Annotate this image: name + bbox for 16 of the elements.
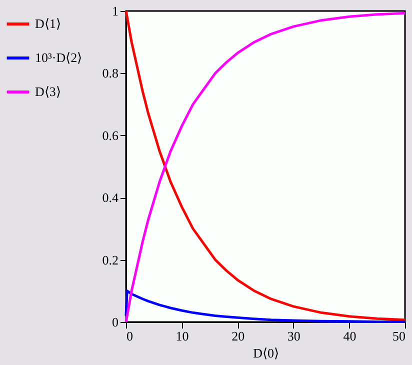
x-tick-label: 0 [126, 328, 133, 344]
y-tick-label: 1 [112, 4, 118, 18]
x-tick-label: 10 [176, 328, 189, 344]
y-tick-label: 0.4 [102, 190, 119, 206]
y-tick-label: 0 [112, 314, 118, 330]
x-tick-label: 50 [392, 328, 406, 344]
x-tick-label: 30 [287, 328, 300, 344]
legend-label: 10³·D⟨2⟩ [35, 50, 82, 65]
y-tick-label: 0.6 [102, 128, 119, 143]
legend-label: D⟨3⟩ [35, 84, 61, 99]
legend-label: D⟨1⟩ [35, 16, 61, 31]
x-axis-title: D⟨0⟩ [253, 346, 279, 360]
y-tick-label: 0.8 [102, 66, 118, 81]
x-tick-label: 40 [343, 328, 356, 344]
x-tick-label: 20 [232, 328, 245, 344]
y-tick-label: 0.2 [102, 252, 118, 268]
